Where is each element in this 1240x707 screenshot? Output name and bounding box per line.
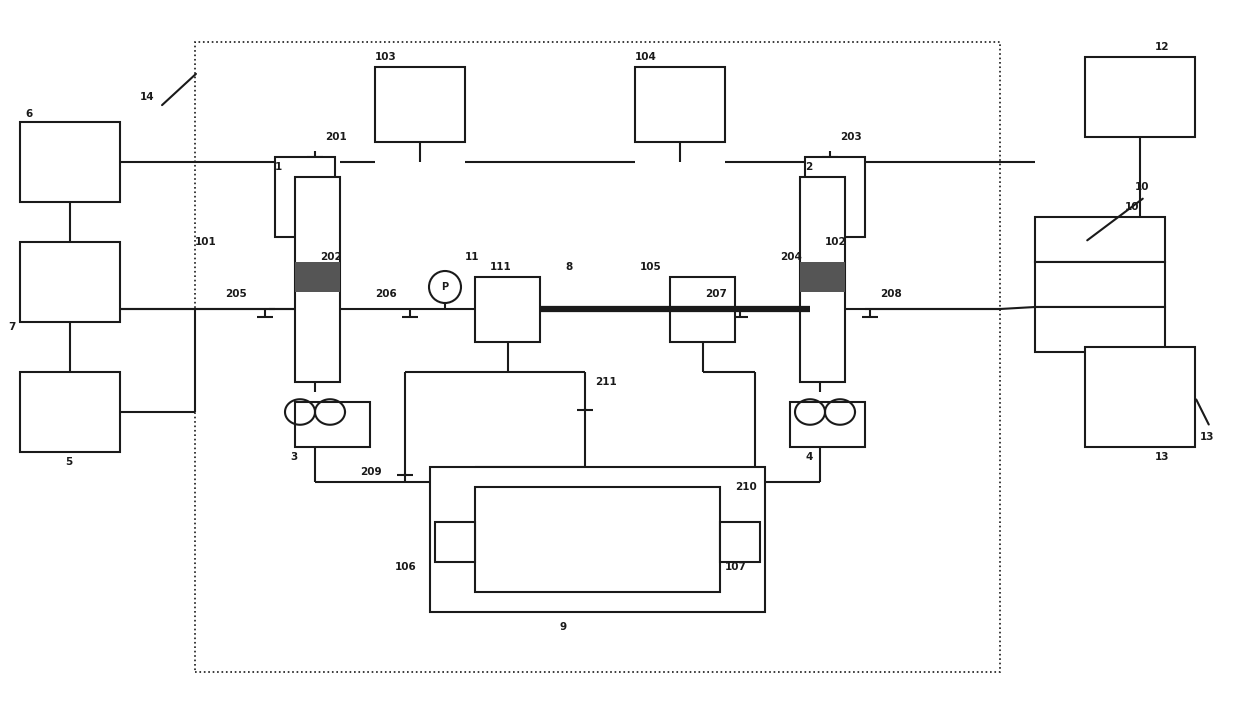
Bar — [275, 157, 335, 237]
Bar — [20, 122, 120, 202]
Bar — [20, 242, 120, 322]
Bar — [1035, 217, 1166, 262]
Text: 4: 4 — [805, 452, 812, 462]
Bar — [800, 177, 844, 382]
Text: 13: 13 — [1154, 452, 1169, 462]
Text: 10: 10 — [1135, 182, 1149, 192]
Text: 111: 111 — [490, 262, 512, 272]
Text: 207: 207 — [706, 289, 727, 299]
Text: 10: 10 — [1125, 202, 1140, 212]
Text: 202: 202 — [320, 252, 342, 262]
Text: 8: 8 — [565, 262, 572, 272]
Text: 205: 205 — [224, 289, 247, 299]
Bar — [1085, 57, 1195, 137]
Text: 211: 211 — [595, 377, 616, 387]
Text: 11: 11 — [465, 252, 480, 262]
Bar — [295, 177, 340, 382]
Bar — [475, 277, 539, 342]
Text: 209: 209 — [360, 467, 382, 477]
Text: 206: 206 — [374, 289, 397, 299]
Text: 3: 3 — [290, 452, 298, 462]
Bar — [805, 157, 866, 237]
Text: 9: 9 — [560, 622, 567, 632]
Bar — [374, 67, 465, 142]
Bar — [295, 262, 340, 292]
Bar — [435, 522, 475, 562]
Text: P: P — [441, 282, 449, 292]
Text: 201: 201 — [325, 132, 347, 142]
Text: 105: 105 — [640, 262, 662, 272]
Text: 106: 106 — [396, 562, 417, 572]
Circle shape — [429, 271, 461, 303]
Text: 208: 208 — [880, 289, 901, 299]
Bar — [720, 522, 760, 562]
Bar — [475, 487, 720, 592]
Text: 107: 107 — [725, 562, 746, 572]
Text: 210: 210 — [735, 482, 756, 492]
Text: 204: 204 — [780, 252, 802, 262]
Bar — [195, 42, 999, 672]
Bar — [635, 67, 725, 142]
Text: 102: 102 — [825, 237, 847, 247]
Bar — [1035, 262, 1166, 307]
Text: 13: 13 — [1200, 432, 1214, 442]
Text: 103: 103 — [374, 52, 397, 62]
Text: 203: 203 — [839, 132, 862, 142]
Bar — [800, 262, 844, 292]
Text: 5: 5 — [64, 457, 72, 467]
Bar — [20, 372, 120, 452]
Bar — [1035, 307, 1166, 352]
Text: 104: 104 — [635, 52, 657, 62]
Bar — [430, 467, 765, 612]
Text: 1: 1 — [275, 162, 283, 172]
Text: 7: 7 — [7, 322, 15, 332]
Text: 12: 12 — [1154, 42, 1169, 52]
Text: 6: 6 — [25, 109, 32, 119]
Text: 101: 101 — [195, 237, 217, 247]
Bar — [670, 277, 735, 342]
Text: 2: 2 — [805, 162, 812, 172]
Bar — [1085, 347, 1195, 447]
Bar — [295, 402, 370, 447]
Text: 14: 14 — [140, 92, 155, 102]
Bar — [790, 402, 866, 447]
